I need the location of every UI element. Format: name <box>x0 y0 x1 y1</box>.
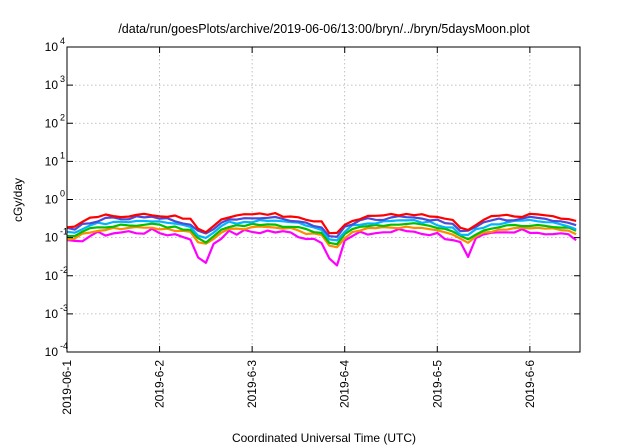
series-lines <box>66 212 577 267</box>
series-line <box>66 215 577 238</box>
y-tick-label: 10 <box>45 345 59 359</box>
chart-title: /data/run/goesPlots/archive/2019-06-06/1… <box>118 22 530 36</box>
x-tick-label: 2019-6-4 <box>338 360 352 408</box>
y-tick-label-exponent: -4 <box>60 341 68 351</box>
x-axis-label: Coordinated Universal Time (UTC) <box>232 431 416 445</box>
y-tick-label: 10 <box>45 269 59 283</box>
y-tick-label-exponent: 0 <box>60 189 65 199</box>
series-line <box>66 218 577 242</box>
y-tick-label-exponent: 1 <box>60 150 65 160</box>
x-tick-label: 2019-6-2 <box>153 360 167 408</box>
y-tick-label: 10 <box>45 193 59 207</box>
y-tick-label-exponent: 4 <box>60 36 65 46</box>
y-tick-label: 10 <box>45 307 59 321</box>
y-tick-label-exponent: 2 <box>60 112 65 122</box>
y-tick-label: 10 <box>45 78 59 92</box>
y-tick-label: 10 <box>45 231 59 245</box>
y-tick-label-exponent: -2 <box>60 265 68 275</box>
series-line <box>67 222 577 246</box>
y-tick-label: 10 <box>45 40 59 54</box>
x-tick-label: 2019-6-6 <box>523 360 537 408</box>
x-axis: 2019-06-1 2019-6-2 2019-6-3 2019-6-4 2019-6-… <box>60 47 537 415</box>
y-tick-label: 10 <box>45 154 59 168</box>
y-tick-label-exponent: -3 <box>60 303 68 313</box>
series-line <box>66 212 577 235</box>
x-tick-label: 2019-6-3 <box>245 360 259 408</box>
x-tick-label: 2019-6-5 <box>430 360 444 408</box>
y-tick-label-exponent: 3 <box>60 74 65 84</box>
grid <box>67 47 580 352</box>
y-tick-label-exponent: -1 <box>60 227 68 237</box>
series-line <box>66 225 577 249</box>
x-tick-label: 2019-06-1 <box>60 360 74 415</box>
y-axis-label: cGy/day <box>11 178 25 222</box>
y-tick-label: 10 <box>45 116 59 130</box>
